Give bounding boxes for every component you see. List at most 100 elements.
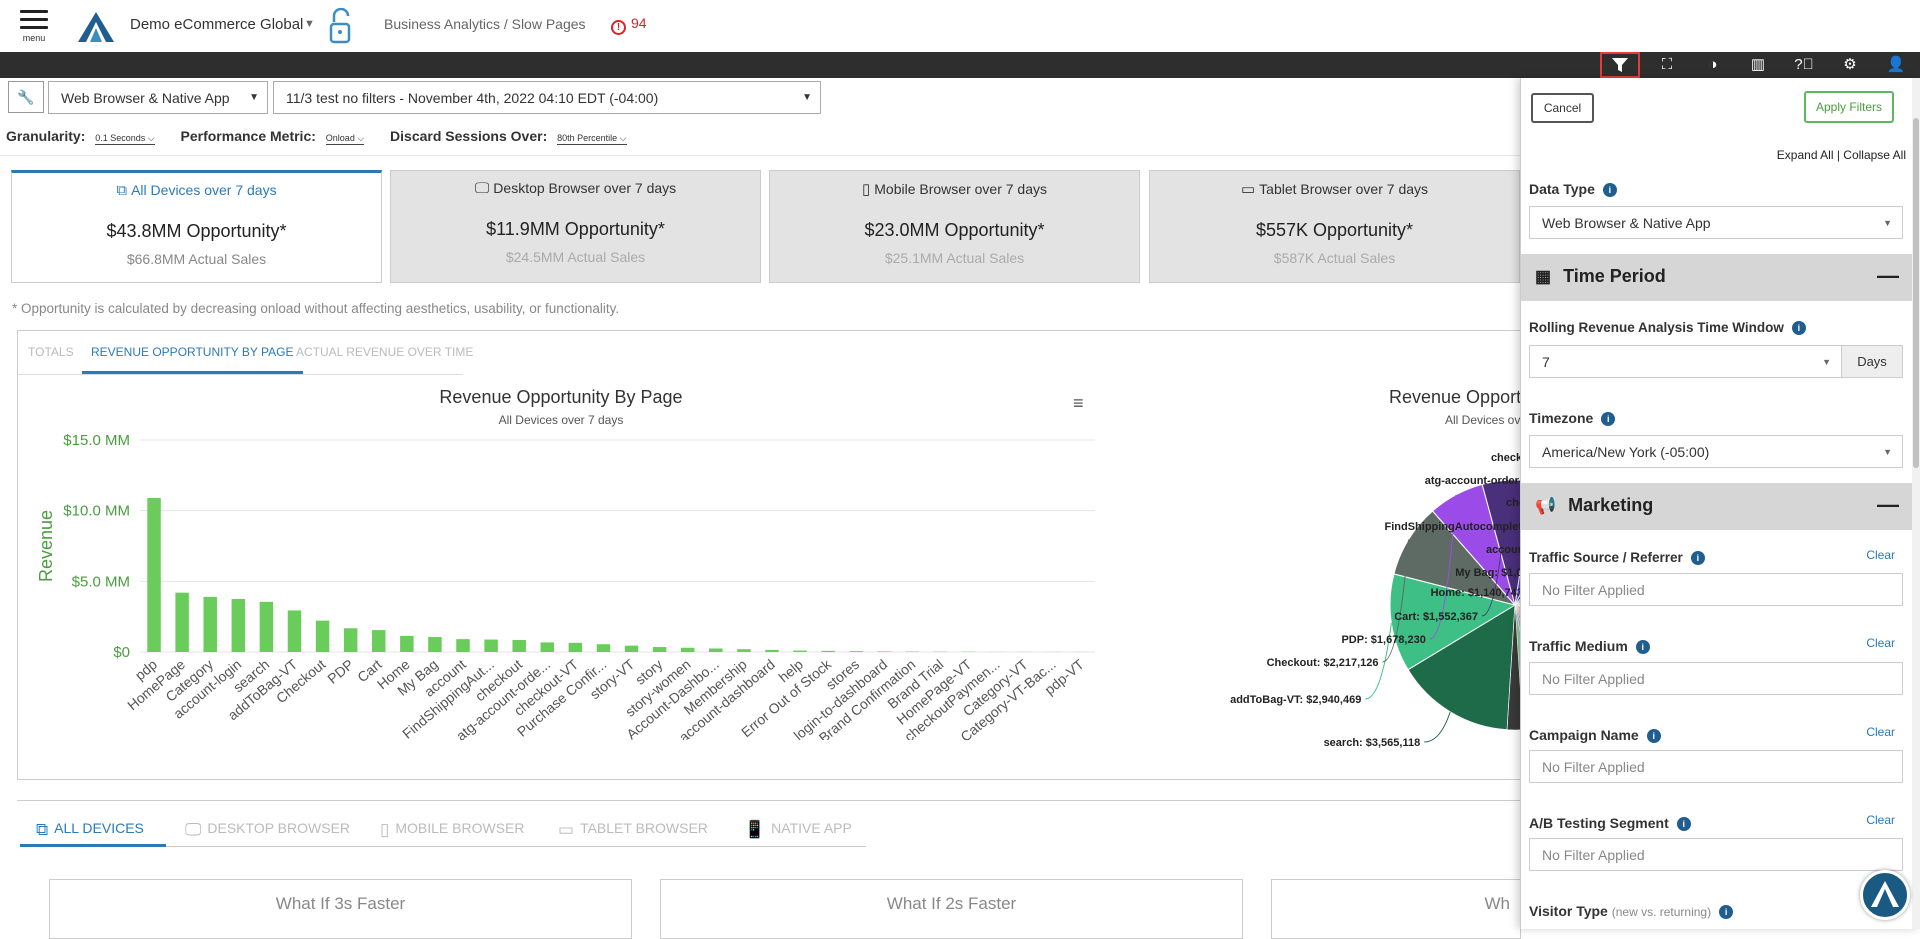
expand-collapse-all[interactable]: Expand All | Collapse All	[1777, 148, 1906, 162]
user-icon[interactable]: 👤	[1876, 52, 1916, 78]
info-icon[interactable]: i	[1601, 412, 1615, 426]
pie-label: FindShippingAutocomplete-VT: $876,251	[1385, 521, 1520, 533]
label-text: Traffic Source / Referrer	[1529, 550, 1683, 565]
bar	[456, 639, 469, 652]
bar	[316, 621, 329, 652]
wrench-button[interactable]: 🔧	[8, 81, 44, 113]
tab-revenue-opportunity[interactable]: REVENUE OPPORTUNITY BY PAGE	[82, 345, 303, 374]
menu-button[interactable]: menu	[20, 10, 48, 43]
bar	[400, 636, 413, 652]
clear-ab-segment[interactable]: Clear	[1866, 813, 1895, 827]
bar	[597, 644, 610, 652]
bar	[569, 643, 582, 652]
fullscreen-icon[interactable]: ⛶	[1647, 52, 1687, 78]
timezone-value: America/New York (-05:00)	[1542, 444, 1709, 460]
help-icon[interactable]: ?⃝	[1784, 52, 1824, 78]
chart-menu-icon[interactable]: ≡	[1073, 393, 1084, 414]
gear-icon[interactable]: ⚙	[1830, 52, 1870, 78]
tab-totals[interactable]: TOTALS	[28, 345, 74, 371]
ab-segment-input[interactable]: No Filter Applied	[1529, 838, 1903, 871]
whatif-card: What If 2s Faster	[660, 879, 1243, 939]
section-title: Marketing	[1568, 495, 1653, 515]
timezone-select[interactable]: America/New York (-05:00)▼	[1529, 435, 1903, 468]
card-mobile[interactable]: ▯Mobile Browser over 7 days $23.0MM Oppo…	[769, 170, 1140, 283]
traffic-source-input[interactable]: No Filter Applied	[1529, 573, 1903, 606]
info-icon[interactable]: i	[1677, 817, 1691, 831]
test-select[interactable]: 11/3 test no filters - November 4th, 202…	[273, 81, 821, 114]
card-opportunity: $557K Opportunity*	[1150, 220, 1519, 241]
brand-logo[interactable]	[78, 12, 114, 47]
tab-native-app[interactable]: 📱NATIVE APP	[744, 820, 852, 840]
filter-icon[interactable]	[1600, 52, 1640, 78]
bar	[512, 640, 525, 652]
org-name[interactable]: Demo eCommerce Global	[130, 16, 303, 33]
label-text: Rolling Revenue Analysis Time Window	[1529, 320, 1784, 335]
org-dropdown-icon[interactable]: ▼	[304, 18, 315, 30]
tab-desktop-browser[interactable]: 🖵DESKTOP BROWSER	[185, 820, 350, 840]
tab-label: TABLET BROWSER	[580, 820, 708, 836]
data-type-select[interactable]: Web Browser & Native App ▼	[1529, 206, 1903, 239]
cancel-button[interactable]: Cancel	[1531, 93, 1594, 123]
discard-select[interactable]: 80th Percentile ⌵	[557, 133, 626, 145]
info-icon[interactable]: i	[1647, 729, 1661, 743]
bar	[541, 642, 554, 652]
contrast-icon[interactable]: ◑	[1693, 52, 1733, 78]
card-all-devices[interactable]: ⧉All Devices over 7 days $43.8MM Opportu…	[11, 170, 382, 283]
rolling-window-select[interactable]: 7▼	[1529, 345, 1842, 378]
columns-icon[interactable]: ▥	[1738, 52, 1778, 78]
bar	[147, 498, 160, 652]
collapse-icon[interactable]: —	[1877, 492, 1899, 518]
granularity-select[interactable]: 0.1 Seconds ⌵	[95, 133, 154, 145]
alert-badge[interactable]: !94	[611, 15, 647, 35]
granularity-value: 0.1 Seconds	[95, 133, 145, 143]
data-type-value: Web Browser & Native App	[1542, 215, 1711, 231]
card-title: Tablet Browser over 7 days	[1259, 181, 1428, 197]
clear-traffic-medium[interactable]: Clear	[1866, 636, 1895, 650]
chevron-down-icon: ▼	[1883, 218, 1892, 228]
info-icon[interactable]: i	[1603, 183, 1617, 197]
help-chat-button[interactable]	[1860, 870, 1910, 920]
whatif-title: What If 3s Faster	[50, 894, 631, 914]
tab-actual-revenue[interactable]: ACTUAL REVENUE OVER TIME	[296, 345, 473, 371]
collapse-icon[interactable]: —	[1877, 263, 1899, 289]
clear-traffic-source[interactable]: Clear	[1866, 548, 1895, 562]
bar	[372, 630, 385, 652]
section-marketing[interactable]: 📢Marketing—	[1521, 483, 1913, 530]
section-time-period[interactable]: ▦Time Period—	[1521, 254, 1913, 301]
tab-mobile-browser[interactable]: ▯MOBILE BROWSER	[380, 820, 525, 840]
info-icon[interactable]: i	[1691, 551, 1705, 565]
info-icon[interactable]: i	[1636, 640, 1650, 654]
campaign-name-input[interactable]: No Filter Applied	[1529, 750, 1903, 783]
clear-campaign-name[interactable]: Clear	[1866, 725, 1895, 739]
bar	[260, 602, 273, 652]
tab-label: ALL DEVICES	[54, 820, 144, 836]
toolbar: ⛶ ◑ ▥ ?⃝ ⚙ 👤	[0, 52, 1920, 78]
bar	[484, 640, 497, 652]
info-icon[interactable]: i	[1719, 905, 1733, 919]
bar	[850, 651, 863, 652]
label-text: Timezone	[1529, 410, 1593, 426]
scrollbar-thumb[interactable]	[1913, 118, 1919, 468]
whatif-card: Wh	[1271, 879, 1521, 939]
info-icon[interactable]: i	[1792, 321, 1806, 335]
rolling-window-label: Rolling Revenue Analysis Time Window i	[1529, 320, 1806, 335]
metric-select[interactable]: Onload ⌵	[326, 133, 364, 145]
top-bar: menu Demo eCommerce Global ▼ Business An…	[0, 0, 1920, 52]
drawer-scrollbar[interactable]	[1912, 78, 1920, 929]
card-tablet[interactable]: ▭Tablet Browser over 7 days $557K Opport…	[1149, 170, 1520, 283]
label-text: Visitor Type	[1529, 903, 1608, 919]
tab-all-devices[interactable]: ⧉ALL DEVICES	[36, 820, 144, 840]
app-type-select[interactable]: Web Browser & Native App▼	[48, 81, 268, 114]
bar-chart: $0$5.0 MM$10.0 MM$15.0 MMRevenuepdpHomeP…	[0, 420, 1120, 740]
wrench-icon: 🔧	[17, 89, 34, 105]
card-opportunity: $23.0MM Opportunity*	[770, 220, 1139, 241]
tab-tablet-browser[interactable]: ▭TABLET BROWSER	[558, 820, 708, 840]
apply-filters-button[interactable]: Apply Filters	[1804, 91, 1894, 123]
traffic-medium-input[interactable]: No Filter Applied	[1529, 662, 1903, 695]
card-desktop[interactable]: 🖵Desktop Browser over 7 days $11.9MM Opp…	[390, 170, 761, 283]
unlock-icon[interactable]	[328, 8, 354, 49]
